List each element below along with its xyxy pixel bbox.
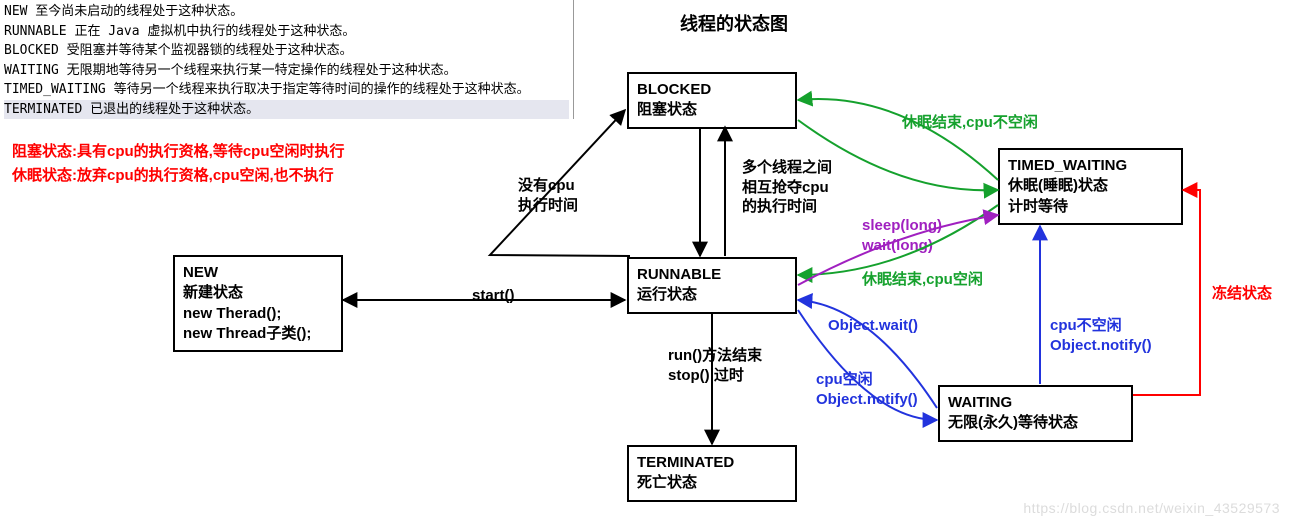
node-new: NEW 新建状态 new Therad(); new Thread子类(); [173,255,343,352]
lbl-frozen: 冻结状态 [1212,284,1272,304]
node-terminated: TERMINATED 死亡状态 [627,445,797,502]
doc-line: TIMED_WAITING 等待另一个线程来执行取决于指定等待时间的操作的线程处… [4,80,569,100]
node-timed-waiting: TIMED_WAITING 休眠(睡眠)状态 计时等待 [998,148,1183,225]
node-line: 休眠(睡眠)状态 [1008,176,1173,196]
lbl-notify-busy: cpu不空闲 Object.notify() [1050,316,1152,355]
node-line: new Thread子类(); [183,324,333,344]
node-runnable: RUNNABLE 运行状态 [627,257,797,314]
node-line: 计时等待 [1008,197,1173,217]
node-line: RUNNABLE [637,265,787,285]
node-blocked: BLOCKED 阻塞状态 [627,72,797,129]
lbl-start: start() [472,286,515,306]
diagram-title: 线程的状态图 [680,10,788,36]
node-line: 阻塞状态 [637,100,787,120]
annotation-sleep: 休眠状态:放弃cpu的执行资格,cpu空闲,也不执行 [12,164,334,185]
annotation-blocked: 阻塞状态:具有cpu的执行资格,等待cpu空闲时执行 [12,140,345,161]
doc-line: WAITING 无限期地等待另一个线程来执行某一特定操作的线程处于这种状态。 [4,61,569,81]
node-line: BLOCKED [637,80,787,100]
lbl-object-wait: Object.wait() [828,316,918,336]
lbl-notify-idle: cpu空闲 Object.notify() [816,370,918,409]
node-line: WAITING [948,393,1123,413]
node-line: 死亡状态 [637,473,787,493]
node-waiting: WAITING 无限(永久)等待状态 [938,385,1133,442]
lbl-sleep-wait: sleep(long) wait(long) [862,216,942,255]
node-line: NEW [183,263,333,283]
thread-state-doc: NEW 至今尚未启动的线程处于这种状态。 RUNNABLE 正在 Java 虚拟… [0,0,574,119]
lbl-sleep-end-idle: 休眠结束,cpu空闲 [862,270,983,290]
lbl-contend: 多个线程之间 相互抢夺cpu 的执行时间 [742,158,832,217]
doc-line-highlighted: TERMINATED 已退出的线程处于这种状态。 [4,100,569,120]
lbl-nocpu: 没有cpu 执行时间 [518,176,578,215]
node-line: TERMINATED [637,453,787,473]
watermark: https://blog.csdn.net/weixin_43529573 [1023,500,1280,516]
lbl-sleep-end-busy: 休眠结束,cpu不空闲 [902,113,1038,133]
doc-line: RUNNABLE 正在 Java 虚拟机中执行的线程处于这种状态。 [4,22,569,42]
node-line: 新建状态 [183,283,333,303]
doc-line: NEW 至今尚未启动的线程处于这种状态。 [4,2,569,22]
lbl-run-end: run()方法结束 stop() 过时 [668,346,762,385]
node-line: TIMED_WAITING [1008,156,1173,176]
doc-line: BLOCKED 受阻塞并等待某个监视器锁的线程处于这种状态。 [4,41,569,61]
node-line: new Therad(); [183,304,333,324]
node-line: 运行状态 [637,285,787,305]
node-line: 无限(永久)等待状态 [948,413,1123,433]
